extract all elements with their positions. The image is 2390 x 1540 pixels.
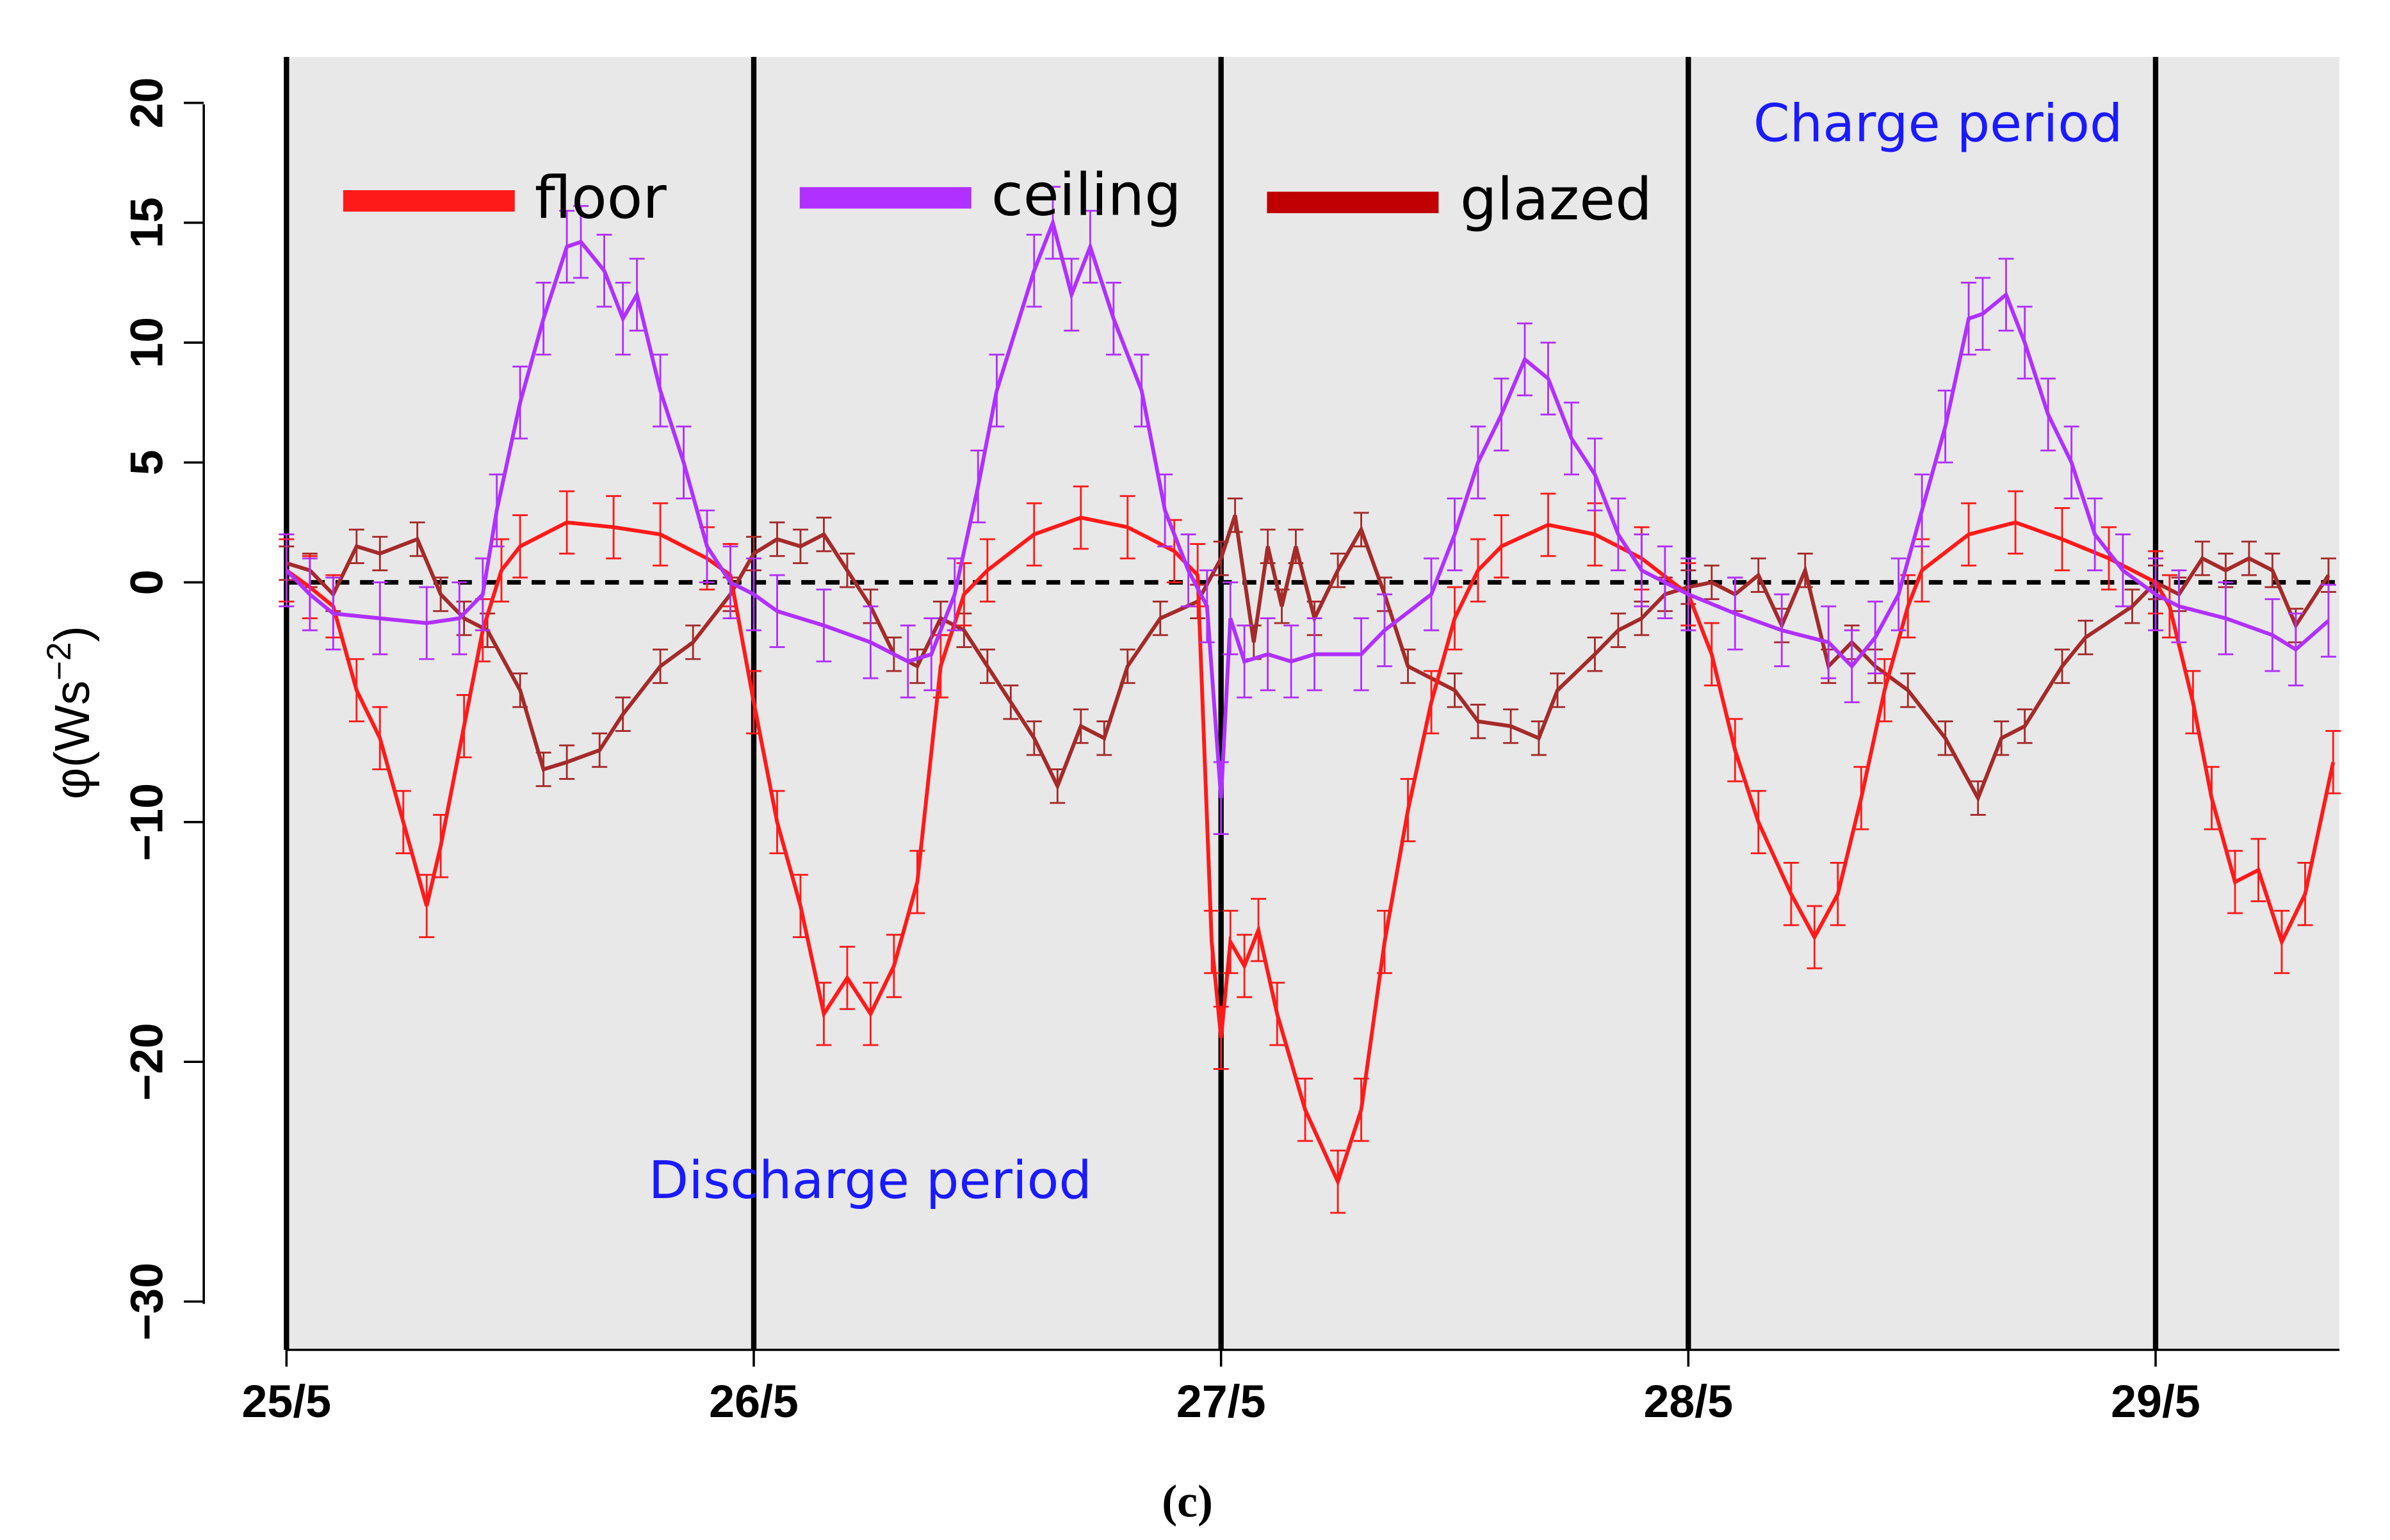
y-axis-label: φ(Ws−2) [40,626,100,799]
legend-label-floor: floor [535,165,667,232]
legend-label-glazed: glazed [1460,166,1652,233]
legend-swatch-ceiling [799,187,971,209]
y-tick-label: 10 [122,317,173,368]
charge-period-annotation: Charge period [1753,93,2123,154]
y-ticks: 20 15 10 5 0 −10 −20 −30 [122,77,204,1341]
y-tick-label: −30 [122,1263,173,1341]
x-tick-label: 27/5 [1176,1376,1266,1427]
legend-swatch-glazed [1267,191,1439,213]
x-tick-label: 25/5 [242,1376,332,1427]
day-lines [284,56,2159,1350]
x-tick-label: 26/5 [709,1376,799,1427]
x-ticks: 25/5 26/5 27/5 28/5 29/5 [242,1349,2200,1427]
legend-label-ceiling: ceiling [991,161,1182,229]
series-ceiling [279,186,2336,835]
plot-background [286,56,2340,1349]
y-tick-label: −20 [122,1023,173,1101]
legend: floor ceiling glazed [343,161,1652,233]
y-tick-label: 15 [122,197,173,248]
figure-caption: (c) [1162,1476,1213,1527]
line-floor [285,515,2336,1187]
series-floor [279,485,2341,1214]
legend-swatch-floor [343,190,515,212]
y-tick-label: 20 [122,77,173,129]
y-tick-label: 5 [122,450,173,475]
y-tick-label: 0 [122,569,173,595]
discharge-period-annotation: Discharge period [649,1151,1092,1211]
x-tick-label: 28/5 [1643,1376,1733,1427]
series-group [279,186,2341,1214]
x-tick-label: 29/5 [2111,1376,2200,1427]
line-ceiling [285,216,2330,798]
y-tick-label: −10 [122,783,173,861]
line-glazed [286,514,2330,803]
